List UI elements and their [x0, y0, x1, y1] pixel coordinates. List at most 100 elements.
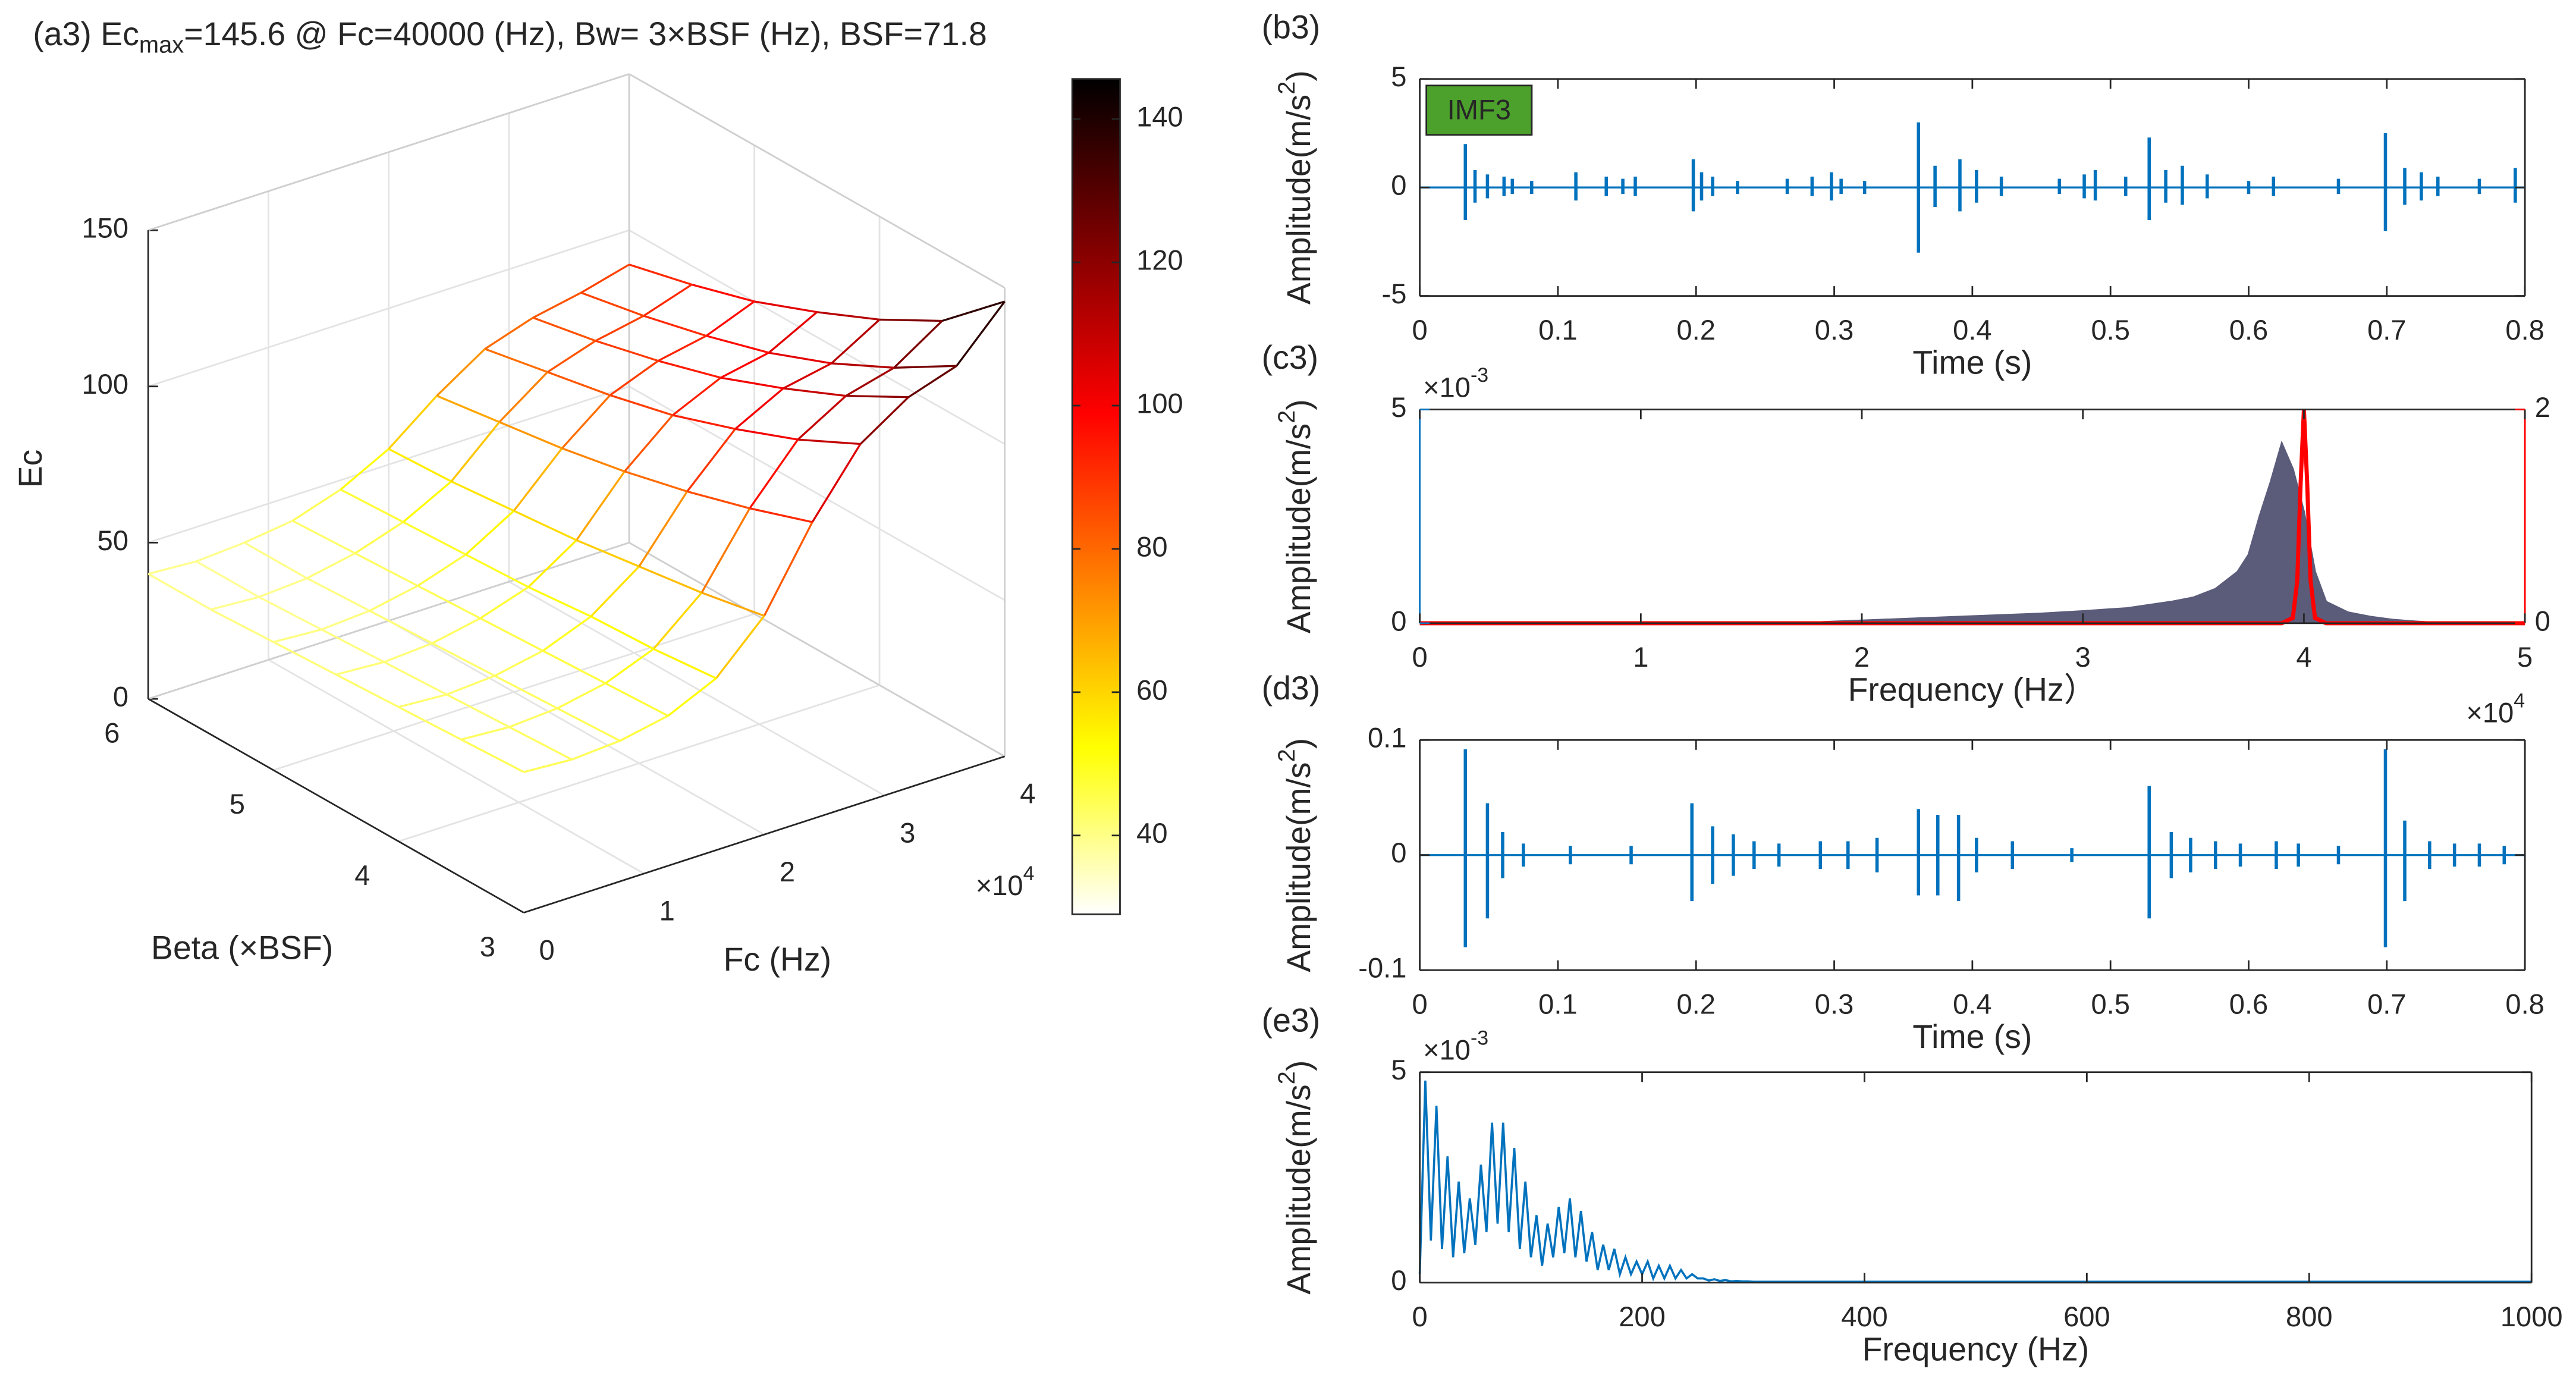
box-edge: [147, 73, 630, 231]
mesh-edge: [701, 592, 765, 617]
mesh-edge: [484, 348, 548, 373]
x-tick-label: 0: [1412, 641, 1427, 673]
mesh-edge: [846, 394, 909, 398]
mesh-edge: [643, 315, 707, 337]
mesh-edge: [147, 560, 197, 575]
mesh-edge: [667, 677, 717, 717]
mesh-edge: [639, 565, 702, 594]
x-axis-label: Time (s): [1912, 1018, 2032, 1055]
mesh-edge: [734, 387, 784, 430]
z-tick-label: 50: [98, 525, 128, 556]
mesh-edge: [595, 340, 659, 362]
mesh-edge: [244, 541, 308, 579]
y-axis-label-part: ): [1280, 399, 1317, 410]
x-tick-label: 0.7: [2367, 314, 2406, 346]
mesh-edge: [561, 447, 625, 473]
mesh-edge: [624, 470, 688, 492]
x-tick-label: 0.3: [1815, 314, 1854, 346]
mesh-edge: [783, 387, 846, 397]
y-axis-label-part: Amplitude(m/s: [1280, 95, 1317, 305]
x-tick-label: 5: [2517, 641, 2533, 673]
y-tick-label: 5: [1391, 61, 1406, 92]
mesh-edge: [292, 488, 341, 522]
mesh-edge: [557, 682, 606, 710]
x-tick-label: 200: [1619, 1301, 1666, 1332]
mesh-edge: [652, 592, 703, 650]
box-edge: [629, 73, 1006, 289]
grid-line: [388, 620, 765, 836]
mesh-edge: [893, 320, 943, 369]
mesh-edge: [763, 522, 813, 617]
x-exponent-part: ×10: [976, 870, 1023, 902]
mesh-edge: [451, 480, 514, 512]
mesh-edge: [321, 629, 385, 663]
y-axis-label-part: 2: [1274, 410, 1300, 423]
x-tick-label: 0.8: [2505, 988, 2544, 1020]
mesh-edge: [461, 726, 510, 741]
colorbar-tick-label: 40: [1136, 817, 1167, 849]
mesh-edge: [211, 596, 259, 611]
mesh-edge: [700, 507, 751, 594]
panel-label: (b3): [1262, 8, 1320, 45]
mesh-edge: [465, 510, 515, 555]
grid-line: [398, 684, 880, 843]
mesh-edge: [547, 371, 611, 397]
mesh-edge: [292, 520, 356, 554]
x-exponent: ×104: [976, 862, 1035, 902]
x-tick-label: 600: [2063, 1301, 2110, 1332]
mesh-edge: [340, 488, 404, 523]
mesh-edge: [557, 707, 621, 742]
plot-area: [1419, 409, 2525, 623]
mesh-edge: [561, 394, 611, 449]
mesh-edge: [720, 351, 769, 379]
colorbar-tick-label: 140: [1136, 101, 1183, 133]
mesh-edge: [388, 395, 438, 450]
mesh-edge: [258, 596, 322, 630]
y-tick-label: -0.1: [1358, 952, 1406, 984]
y-exponent: ×10-3: [1423, 1027, 1488, 1066]
y-tick-label: 3: [480, 931, 495, 962]
y-axis-label: Beta (×BSF): [151, 930, 333, 966]
colorbar-tick-label: 120: [1136, 244, 1183, 276]
mesh-edge: [797, 395, 847, 441]
colorbar-tick-label: 100: [1136, 387, 1183, 419]
x-tick-label: 0.5: [2091, 988, 2129, 1020]
grid-line: [508, 580, 885, 796]
x-axis-label: Frequency (Hz）: [1848, 671, 2097, 708]
x-tick-label: 0.4: [1953, 988, 1991, 1020]
mesh-edge: [749, 439, 799, 509]
line: [1418, 1080, 2532, 1283]
mesh-edge: [436, 348, 486, 397]
x-tick-label: 0.2: [1676, 314, 1715, 346]
mesh-edge: [369, 585, 419, 612]
x-tick-label: 0.8: [2505, 314, 2544, 346]
x-tick-label: 800: [2286, 1301, 2333, 1332]
mesh-edge: [460, 739, 524, 773]
mesh-edge: [941, 300, 1006, 322]
mesh-edge: [590, 616, 654, 650]
mesh-edge: [513, 510, 577, 541]
x-tick-label: 0: [1412, 988, 1427, 1020]
mesh-edge: [576, 470, 626, 541]
x-tick-label: 0.5: [2091, 314, 2129, 346]
mesh-edge: [605, 682, 669, 717]
y-axis-label-part: ): [1280, 70, 1317, 81]
z-tick-label: 0: [113, 681, 128, 712]
mesh-edge: [479, 617, 544, 652]
mesh-edge: [687, 490, 750, 510]
y-axis-label-part: 2: [1274, 749, 1300, 762]
y-tick-label: 5: [1391, 1054, 1406, 1085]
panel-label: (c3): [1262, 339, 1318, 376]
mesh-edge: [715, 615, 765, 679]
x-tick-label: 400: [1841, 1301, 1888, 1332]
grid-line: [273, 613, 755, 771]
mesh-edge: [273, 641, 337, 676]
x-tick-label: 0: [539, 934, 554, 965]
mesh-edge: [894, 365, 957, 369]
y-axis: [147, 698, 524, 914]
y-exponent-part: ×10: [1423, 372, 1471, 403]
mesh-edge: [306, 577, 370, 612]
y-axis-label-part: 2: [1274, 1071, 1300, 1084]
